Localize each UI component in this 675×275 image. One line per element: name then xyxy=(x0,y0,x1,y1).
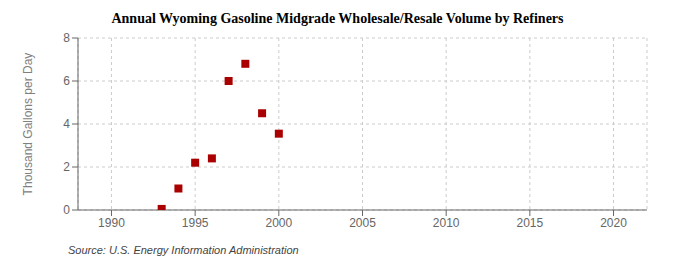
svg-text:0: 0 xyxy=(63,203,70,217)
svg-text:1995: 1995 xyxy=(182,216,209,230)
html-text:Source: U.S. Energy Informatio: Source: U.S. Energy Information Administ… xyxy=(68,244,299,256)
svg-text:2005: 2005 xyxy=(349,216,376,230)
svg-text:2: 2 xyxy=(63,160,70,174)
svg-text:4: 4 xyxy=(63,117,70,131)
svg-text:2010: 2010 xyxy=(433,216,460,230)
svg-text:Thousand Gallons per Day: Thousand Gallons per Day xyxy=(21,53,35,196)
html-text:Annual Wyoming Gasoline Midgra: Annual Wyoming Gasoline Midgrade Wholesa… xyxy=(111,11,564,26)
svg-text:2015: 2015 xyxy=(517,216,544,230)
svg-text:2000: 2000 xyxy=(265,216,292,230)
svg-text:1990: 1990 xyxy=(98,216,125,230)
svg-text:6: 6 xyxy=(63,74,70,88)
svg-text:8: 8 xyxy=(63,31,70,45)
svg-text:2020: 2020 xyxy=(600,216,627,230)
